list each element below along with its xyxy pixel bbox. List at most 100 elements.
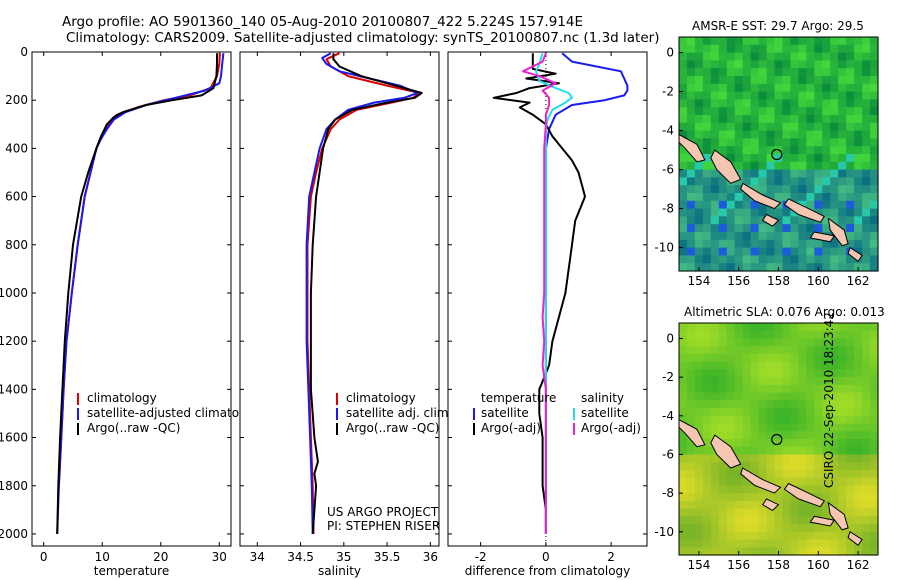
map-cell — [782, 169, 792, 178]
map-cell — [830, 52, 839, 61]
map-cell — [718, 524, 728, 533]
map-cell — [862, 169, 871, 178]
map-cell — [726, 439, 736, 448]
map-cell — [870, 485, 879, 494]
map-cell — [726, 524, 736, 533]
map-cell — [750, 52, 760, 61]
map-cell — [790, 338, 799, 347]
map-cell — [838, 431, 847, 440]
map-cell — [782, 107, 792, 116]
map-cell — [718, 477, 728, 486]
map-cell — [798, 200, 807, 210]
map-cell — [718, 508, 728, 517]
map-cell — [710, 115, 720, 124]
map-cell — [862, 423, 871, 432]
map-cell — [710, 169, 720, 178]
map-cell — [694, 353, 704, 363]
map-cell — [687, 346, 696, 355]
map-cell — [790, 216, 799, 225]
map-cell — [734, 200, 744, 210]
map-cell — [870, 154, 879, 163]
map-cell — [806, 462, 815, 471]
map-cell — [790, 130, 799, 139]
map-cell — [830, 454, 839, 463]
map-cell — [702, 369, 712, 378]
island-outline — [710, 434, 742, 469]
map-cell — [822, 431, 831, 440]
map-cell — [758, 516, 768, 525]
x-tick-label: 2 — [607, 550, 615, 564]
map-cell — [726, 115, 736, 124]
map-cell — [702, 439, 712, 448]
map-cell — [854, 531, 863, 541]
map-cell — [766, 138, 776, 147]
map-cell — [679, 377, 688, 386]
map-cell — [734, 539, 744, 548]
map-cell — [702, 346, 712, 355]
map-cell — [710, 68, 720, 77]
map-cell — [694, 524, 704, 533]
map-cell — [734, 76, 744, 85]
map-cell — [854, 392, 863, 401]
map-cell — [838, 99, 847, 108]
y-tick-label: -6 — [662, 163, 674, 177]
map-cell — [862, 392, 871, 401]
map-cell — [814, 323, 823, 332]
map-cell — [822, 353, 831, 363]
map-cell — [798, 539, 807, 548]
map-cell — [782, 232, 792, 241]
map-cell — [822, 338, 831, 347]
map-cell — [798, 99, 807, 108]
map-cell — [806, 369, 815, 378]
map-cell — [718, 408, 728, 417]
map-cell — [766, 323, 776, 332]
map-cell — [870, 330, 879, 339]
map-cell — [742, 462, 752, 471]
map-cell — [758, 377, 768, 386]
map-cell — [687, 185, 696, 194]
map-cell — [798, 415, 807, 425]
map-cell — [694, 338, 704, 347]
map-cell — [694, 107, 704, 116]
map-cell — [862, 44, 871, 54]
series-line — [492, 53, 586, 534]
map-cell — [710, 239, 720, 249]
map-cell — [718, 224, 728, 233]
map-cell — [710, 60, 720, 69]
map-cell — [790, 239, 799, 249]
map-cell — [718, 384, 728, 394]
map-cell — [774, 454, 784, 463]
map-cell — [782, 330, 792, 339]
map-cell — [806, 392, 815, 401]
plot-frame — [239, 51, 440, 547]
map-cell — [758, 208, 768, 217]
map-cell — [679, 130, 688, 139]
map-cell — [798, 384, 807, 394]
map-cell — [854, 154, 863, 163]
map-cell — [862, 161, 871, 171]
map-cell — [726, 52, 736, 61]
map-cell — [694, 161, 704, 171]
map-cell — [694, 462, 704, 471]
map-cell — [734, 462, 744, 471]
map-cell — [782, 493, 792, 502]
map-cell — [687, 485, 696, 494]
map-cell — [750, 392, 760, 401]
island-outline — [827, 501, 849, 531]
map-cell — [790, 446, 799, 455]
map-cell — [774, 415, 784, 425]
map-cell — [822, 239, 831, 249]
map-cell — [750, 462, 760, 471]
map-cell — [718, 361, 728, 370]
map-cell — [694, 500, 704, 510]
map-cell — [862, 193, 871, 202]
map-cell — [846, 161, 855, 171]
map-cell — [694, 454, 704, 463]
map-cell — [782, 193, 792, 202]
map-cell — [846, 138, 855, 147]
map-cell — [838, 169, 847, 178]
map-cell — [726, 508, 736, 517]
map-cell — [718, 107, 728, 116]
map-cell — [814, 415, 823, 425]
map-cell — [814, 91, 823, 100]
